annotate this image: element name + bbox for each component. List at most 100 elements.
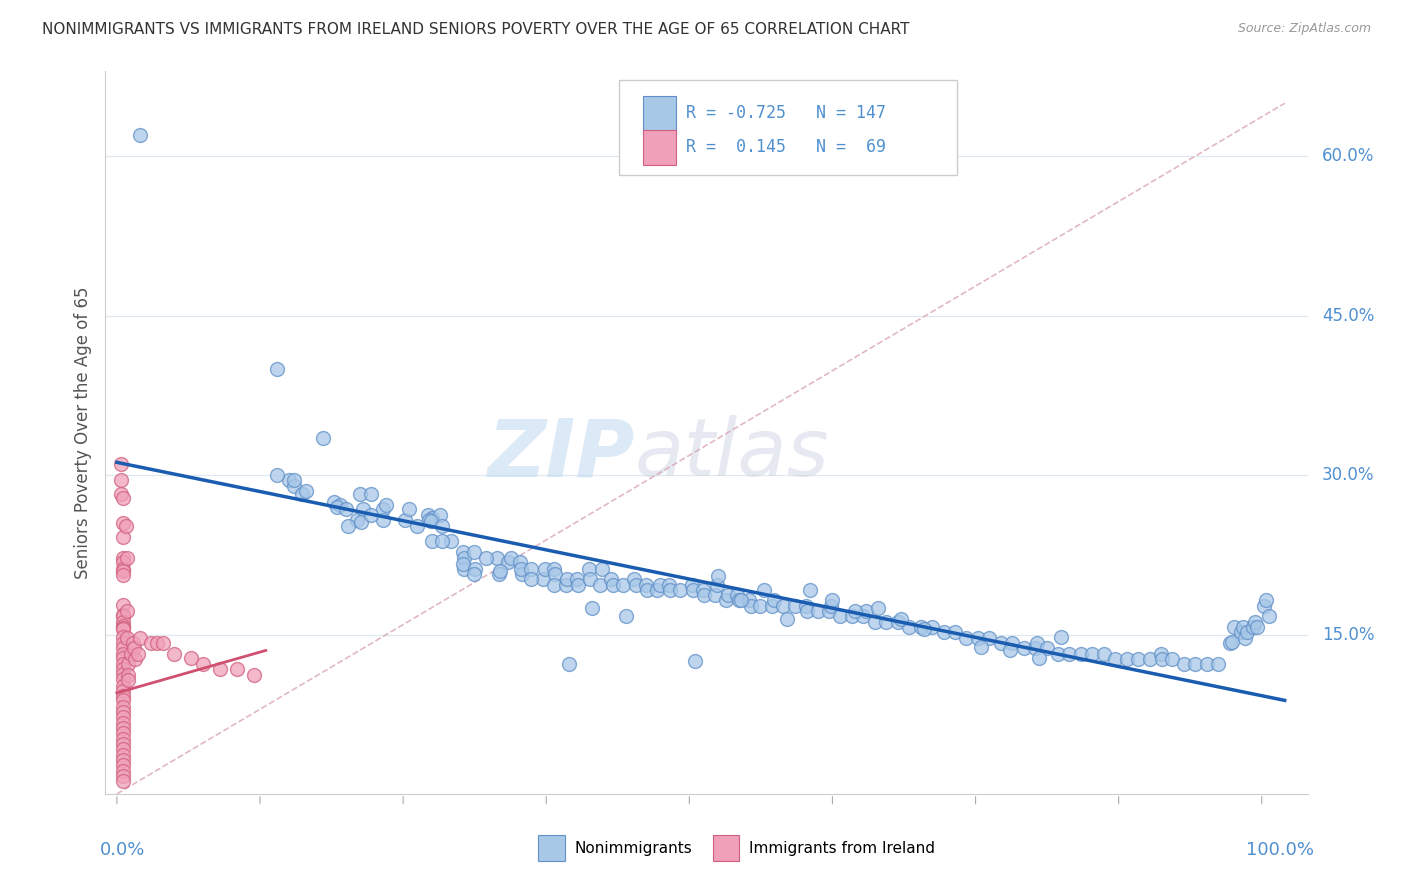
Point <box>111 731 134 746</box>
Point <box>567 577 589 591</box>
Text: NONIMMIGRANTS VS IMMIGRANTS FROM IRELAND SENIORS POVERTY OVER THE AGE OF 65 CORR: NONIMMIGRANTS VS IMMIGRANTS FROM IRELAND… <box>42 22 910 37</box>
Point <box>111 564 134 578</box>
Point <box>868 601 890 615</box>
Point <box>111 651 134 665</box>
Point <box>111 636 134 650</box>
Point <box>111 630 134 644</box>
Point <box>921 620 943 634</box>
Point <box>488 566 510 581</box>
Point <box>360 487 382 501</box>
Point <box>1035 641 1057 656</box>
Point <box>1219 636 1241 650</box>
Point <box>1126 652 1149 666</box>
Point <box>520 561 543 575</box>
Point <box>111 561 134 575</box>
Point <box>111 615 134 629</box>
Point <box>111 742 134 756</box>
Point <box>818 604 841 618</box>
Point <box>1104 652 1126 666</box>
Point <box>520 572 543 586</box>
Point <box>464 561 486 575</box>
Point <box>578 561 600 575</box>
Point <box>761 599 783 613</box>
Point <box>329 498 352 512</box>
Point <box>1173 657 1195 672</box>
Point <box>806 604 828 618</box>
Point <box>1059 647 1081 661</box>
Point <box>681 577 703 591</box>
Point <box>419 514 441 528</box>
Point <box>283 474 305 488</box>
Point <box>111 758 134 772</box>
Point <box>115 631 138 645</box>
Point <box>111 609 134 624</box>
Point <box>1236 625 1258 640</box>
Point <box>658 577 681 591</box>
Point <box>110 487 132 501</box>
Point <box>614 609 637 624</box>
Text: 45.0%: 45.0% <box>1322 307 1375 325</box>
Point <box>489 564 512 578</box>
Point <box>776 611 799 625</box>
Point <box>1223 620 1246 634</box>
Point <box>122 636 145 650</box>
Point <box>430 533 453 548</box>
Point <box>581 601 603 615</box>
Point <box>727 593 749 607</box>
Point <box>111 661 134 675</box>
Point <box>1024 641 1046 656</box>
Point <box>600 572 623 586</box>
Point <box>111 608 134 623</box>
Point <box>1184 657 1206 672</box>
Point <box>111 721 134 735</box>
Point <box>783 599 806 613</box>
Point <box>371 513 394 527</box>
Point <box>658 582 681 597</box>
Point <box>111 641 134 656</box>
Point <box>463 566 485 581</box>
Text: 100.0%: 100.0% <box>1246 841 1313 859</box>
Text: Nonimmigrants: Nonimmigrants <box>574 840 692 855</box>
Point <box>498 555 520 569</box>
Point <box>115 519 138 533</box>
Point <box>1232 620 1254 634</box>
Point <box>1028 651 1050 665</box>
Point <box>323 494 346 508</box>
Point <box>111 647 134 661</box>
Point <box>543 577 565 591</box>
Point <box>648 577 671 591</box>
Point <box>111 683 134 698</box>
Point <box>111 555 134 569</box>
Point <box>352 502 374 516</box>
Point <box>955 631 977 645</box>
Text: R =  0.145   N =  69: R = 0.145 N = 69 <box>686 138 886 156</box>
Point <box>534 561 557 575</box>
Point <box>1152 652 1174 666</box>
Point <box>117 673 139 688</box>
Point <box>772 599 794 613</box>
Point <box>350 515 373 529</box>
Point <box>349 487 371 501</box>
Point <box>612 577 634 591</box>
Point <box>111 705 134 719</box>
Point <box>682 582 704 597</box>
Point <box>932 625 955 640</box>
Point <box>510 566 533 581</box>
Point <box>111 764 134 778</box>
Text: 15.0%: 15.0% <box>1322 625 1375 643</box>
Point <box>111 657 134 672</box>
Point <box>624 577 647 591</box>
Point <box>510 561 533 575</box>
Point <box>499 551 522 566</box>
Point <box>474 551 496 566</box>
Text: 0.0%: 0.0% <box>100 841 145 859</box>
Point <box>855 604 877 618</box>
Point <box>111 516 134 530</box>
Point <box>970 640 993 655</box>
Point <box>111 715 134 730</box>
Point <box>820 599 842 613</box>
Point <box>683 654 706 668</box>
Point <box>740 599 762 613</box>
Point <box>111 598 134 612</box>
Point <box>374 498 396 512</box>
